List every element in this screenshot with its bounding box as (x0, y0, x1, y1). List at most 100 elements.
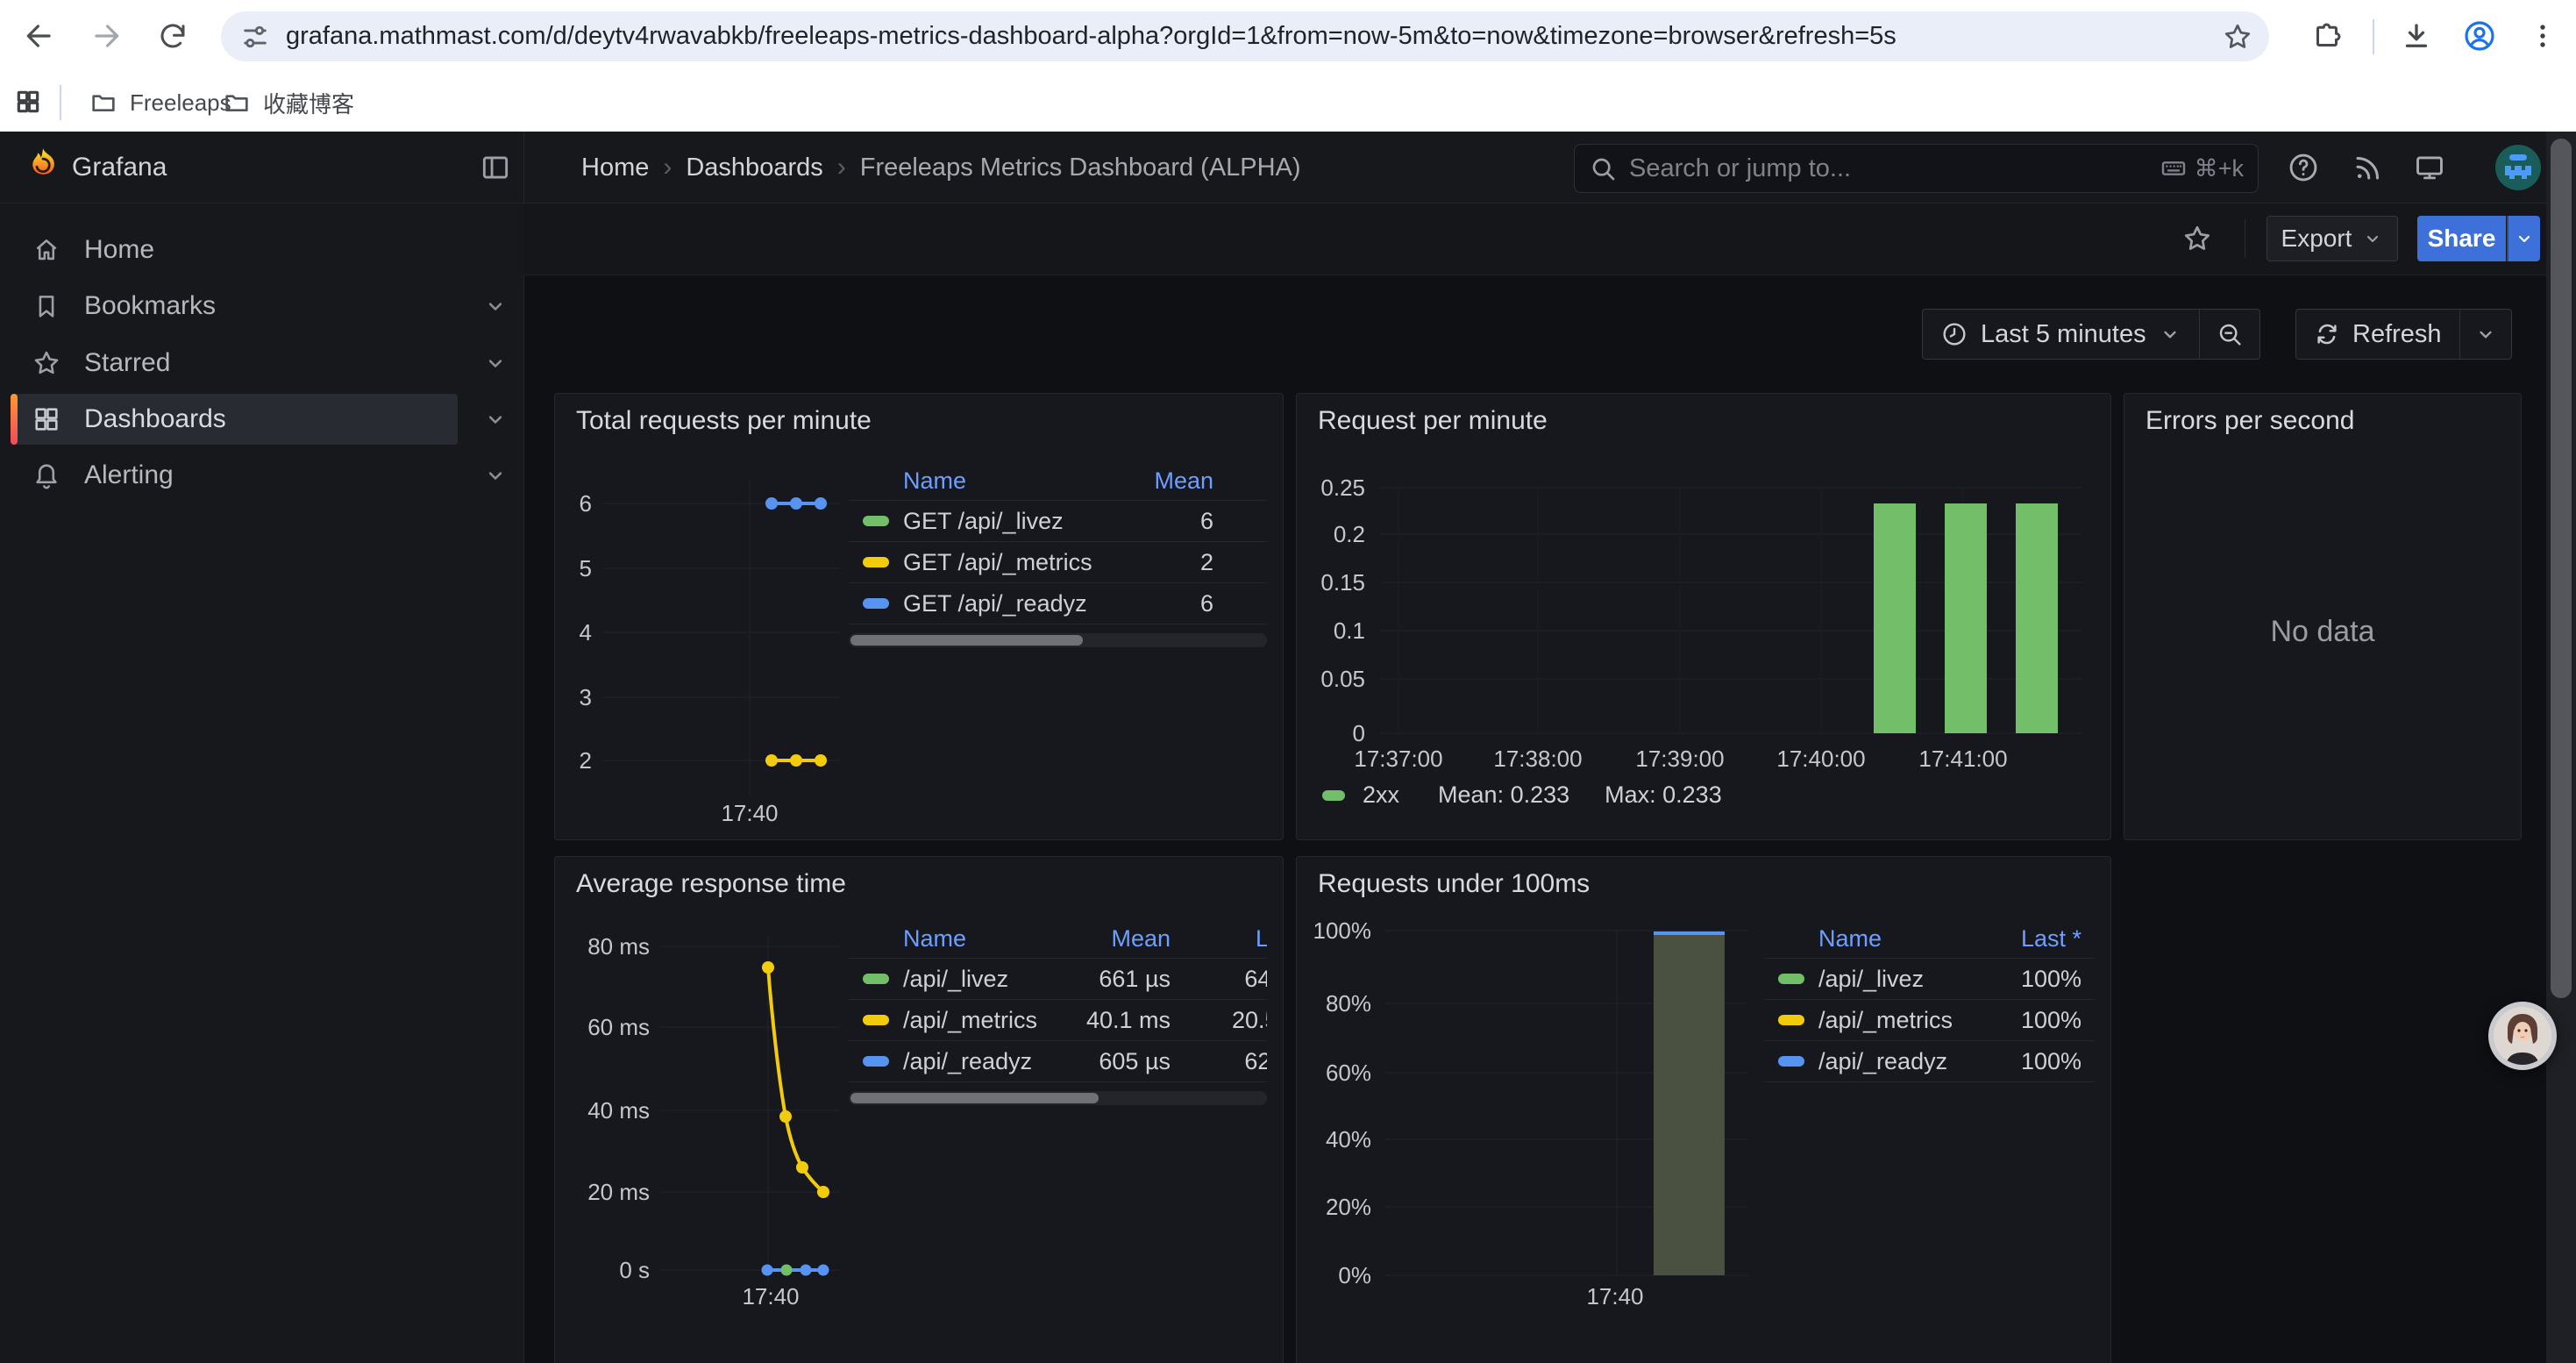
legend-row[interactable]: GET /api/_readyz 6 (849, 583, 1267, 624)
time-controls: Last 5 minutes (1922, 309, 2260, 360)
breadcrumb-dashboards[interactable]: Dashboards (686, 153, 822, 182)
legend-header-last[interactable]: Last * (1171, 925, 1267, 953)
series-name[interactable]: /api/_readyz (1818, 1048, 1968, 1075)
user-avatar[interactable] (2495, 145, 2541, 190)
legend-row[interactable]: /api/_metrics 100% (1764, 1000, 2095, 1041)
series-name[interactable]: GET /api/_readyz (903, 590, 1112, 617)
sidebar-item-bookmarks[interactable]: Bookmarks (11, 281, 458, 332)
assistant-avatar-widget[interactable] (2488, 1002, 2557, 1070)
chevron-down-icon (483, 407, 508, 432)
legend-header-mean[interactable]: Mean (1112, 467, 1213, 495)
help-button[interactable] (2283, 147, 2323, 188)
legend-header-mean[interactable]: Mean (1065, 925, 1171, 953)
panel-request-per-minute: Request per minute 0.25 0.2 0.15 0.1 0.0… (1296, 393, 2111, 840)
refresh-interval-button[interactable] (2460, 310, 2511, 359)
address-bar[interactable]: grafana.mathmast.com/d/deytv4rwavabkb/fr… (221, 11, 2269, 61)
legend-row[interactable]: /api/_metrics 40.1 ms 20.5 ms (849, 1000, 1267, 1041)
search-bar[interactable]: ⌘+k (1574, 144, 2259, 193)
no-data-message: No data (2124, 615, 2521, 649)
y-tick: 6 (555, 489, 592, 517)
panel-title[interactable]: Average response time (576, 869, 846, 899)
dashboards-expand-button[interactable] (480, 404, 510, 434)
y-tick: 40 ms (555, 1096, 650, 1124)
y-tick: 0 (1297, 719, 1365, 747)
y-tick: 0.2 (1297, 520, 1365, 548)
legend-header-last[interactable]: Last * (1968, 925, 2081, 953)
sidebar-item-starred[interactable]: Starred (11, 338, 458, 389)
browser-profile-button[interactable] (2460, 17, 2499, 55)
search-shortcut: ⌘+k (2160, 154, 2244, 182)
legend-row[interactable]: GET /api/_livez 6 (849, 501, 1267, 542)
display-button[interactable] (2409, 147, 2450, 188)
legend-header-name[interactable]: Name (903, 925, 1065, 953)
panel-total-requests: Total requests per minute 6 5 4 3 2 17:4… (554, 393, 1284, 840)
y-tick: 60 ms (555, 1013, 650, 1041)
panel-title[interactable]: Requests under 100ms (1318, 869, 1590, 899)
legend-row[interactable]: /api/_livez 661 µs 646 µs (849, 959, 1267, 1000)
legend-header-name[interactable]: Name (903, 467, 1112, 495)
downloads-button[interactable] (2397, 17, 2436, 55)
refresh-icon (2314, 321, 2340, 347)
sidebar-item-home[interactable]: Home (11, 225, 458, 275)
zoom-out-button[interactable] (2200, 310, 2259, 359)
sidebar-item-dashboards[interactable]: Dashboards (11, 394, 458, 445)
browser-back-button[interactable] (20, 17, 59, 55)
favorite-dashboard-button[interactable] (2181, 223, 2213, 254)
legend-inline[interactable]: 2xx Mean: 0.233 Max: 0.233 (1322, 781, 1722, 809)
legend-table: Name Last * /api/_livez 100% /api/_metri… (1764, 919, 2095, 1082)
page-scrollbar-thumb[interactable] (2551, 139, 2572, 998)
news-button[interactable] (2348, 147, 2388, 188)
sidebar-item-alerting[interactable]: Alerting (11, 450, 458, 501)
star-icon (2222, 21, 2253, 53)
series-name[interactable]: /api/_metrics (903, 1007, 1065, 1034)
legend-hscrollbar[interactable] (849, 1091, 1267, 1105)
series-name[interactable]: 2xx (1363, 781, 1399, 809)
bar-chart (1297, 394, 2112, 841)
legend-table: Name Mean GET /api/_livez 6 GET /api/_me… (849, 461, 1267, 647)
panel-title[interactable]: Total requests per minute (576, 406, 872, 436)
browser-menu-button[interactable] (2523, 17, 2562, 55)
keyboard-icon (2160, 154, 2188, 182)
series-color-pill (863, 598, 889, 609)
alerting-expand-button[interactable] (480, 460, 510, 490)
share-menu-button[interactable] (2507, 216, 2540, 261)
breadcrumb-home[interactable]: Home (581, 153, 649, 182)
series-name[interactable]: /api/_readyz (903, 1048, 1065, 1075)
refresh-button[interactable]: Refresh (2296, 310, 2459, 359)
time-range-picker[interactable]: Last 5 minutes (1923, 310, 2199, 359)
sidebar-toggle-button[interactable] (479, 151, 512, 184)
starred-expand-button[interactable] (480, 348, 510, 378)
bookmark-page-button[interactable] (2222, 21, 2253, 53)
star-icon (2181, 223, 2213, 254)
series-name[interactable]: /api/_livez (1818, 966, 1968, 993)
brand-name: Grafana (72, 153, 167, 182)
browser-reload-button[interactable] (153, 17, 192, 55)
bookmarks-expand-button[interactable] (480, 291, 510, 321)
legend-row[interactable]: GET /api/_metrics 2 (849, 542, 1267, 583)
share-button[interactable]: Share (2417, 216, 2506, 261)
chevron-down-icon (483, 351, 508, 375)
series-name[interactable]: /api/_metrics (1818, 1007, 1968, 1034)
browser-forward-button[interactable] (87, 17, 125, 55)
legend-row[interactable]: /api/_readyz 605 µs 620 µs (849, 1041, 1267, 1082)
panel-title[interactable]: Request per minute (1318, 406, 1548, 436)
grafana-logo[interactable] (21, 146, 65, 189)
series-name[interactable]: /api/_livez (903, 966, 1065, 993)
series-name[interactable]: GET /api/_livez (903, 508, 1112, 535)
legend-row[interactable]: /api/_livez 100% (1764, 959, 2095, 1000)
legend-hscrollbar[interactable] (849, 633, 1267, 647)
extensions-button[interactable] (2308, 17, 2346, 55)
export-button[interactable]: Export (2266, 216, 2398, 261)
apps-grid-button[interactable] (9, 82, 47, 121)
y-tick: 0% (1297, 1261, 1371, 1289)
series-name[interactable]: GET /api/_metrics (903, 549, 1112, 576)
legend-header-name[interactable]: Name (1818, 925, 1968, 953)
search-input[interactable] (1627, 153, 2149, 184)
bell-icon (32, 460, 61, 490)
legend-row[interactable]: /api/_readyz 100% (1764, 1041, 2095, 1082)
panel-title[interactable]: Errors per second (2145, 406, 2354, 436)
clock-icon (1940, 320, 1968, 348)
monitor-icon (2413, 151, 2446, 184)
bookmark-folder-blogs[interactable]: 收藏博客 (210, 83, 366, 122)
chevron-down-icon (483, 463, 508, 488)
